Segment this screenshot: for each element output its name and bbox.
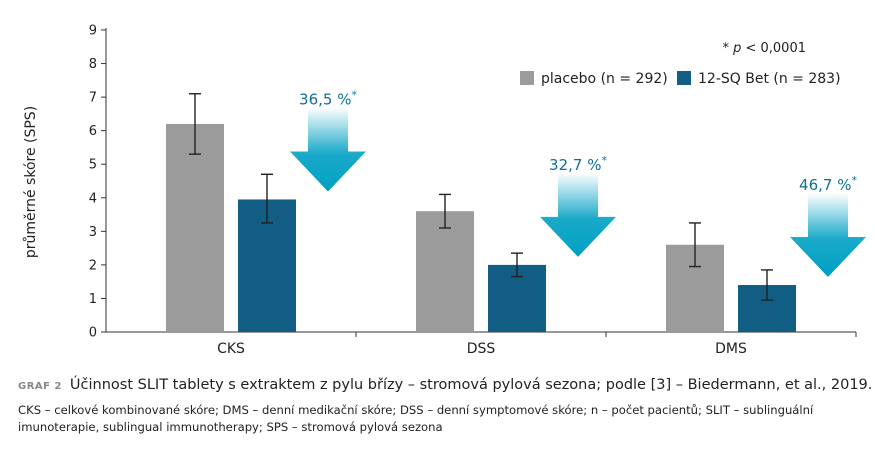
legend-swatch-12-sq-bet xyxy=(677,71,691,85)
y-tick-label: 4 xyxy=(89,191,97,206)
reduction-label: 36,5 %* xyxy=(299,88,357,109)
y-tick-label: 0 xyxy=(89,326,97,341)
caption-abbreviations: CKS – celkové kombinované skóre; DMS – d… xyxy=(18,403,814,434)
y-tick-label: 6 xyxy=(89,124,97,139)
bars-group xyxy=(166,93,796,332)
caption-title-line: GRAF 2 Účinnost SLIT tablety s extraktem … xyxy=(18,376,872,396)
significance-note: * p < 0,0001 xyxy=(722,41,806,56)
reduction-label: 46,7 %* xyxy=(799,174,857,195)
legend: * p < 0,0001 placebo (n = 292) 12-SQ Bet… xyxy=(520,41,841,87)
bar-placebo xyxy=(416,211,474,332)
y-tick-label: 5 xyxy=(89,158,97,173)
y-tick-label: 9 xyxy=(89,24,97,39)
reduction-arrows: 36,5 %* 32,7 %* 46,7 %* xyxy=(290,88,866,278)
x-category-label: DMS xyxy=(715,341,747,357)
y-tick-label: 2 xyxy=(89,258,97,273)
caption-title: Účinnost SLIT tablety s extraktem z pylu… xyxy=(69,377,873,393)
legend-label-placebo: placebo (n = 292) xyxy=(541,71,668,87)
reduction-label: 32,7 %* xyxy=(549,153,607,174)
bar-chart: průměrné skóre (SPS) 0 1 2 3 4 5 6 7 8 9 CKS DSS DMS… xyxy=(23,24,866,357)
y-tick-label: 8 xyxy=(89,57,97,72)
reduction-arrow xyxy=(790,193,866,278)
legend-swatch-placebo xyxy=(520,71,534,85)
y-tick-label: 1 xyxy=(89,292,97,307)
caption-label: GRAF 2 xyxy=(18,381,62,392)
legend-label-12-sq-bet: 12-SQ Bet (n = 283) xyxy=(698,71,841,87)
reduction-arrow xyxy=(540,172,616,257)
x-category-label: DSS xyxy=(467,341,496,357)
bar-placebo xyxy=(166,123,224,332)
reduction-arrow xyxy=(290,107,366,192)
y-tick-label: 7 xyxy=(89,91,97,106)
axes: 0 1 2 3 4 5 6 7 8 9 CKS DSS DMS xyxy=(89,24,857,357)
y-tick-label: 3 xyxy=(89,225,97,240)
figure-caption: GRAF 2 Účinnost SLIT tablety s extraktem … xyxy=(18,376,872,436)
y-axis-label: průměrné skóre (SPS) xyxy=(23,106,39,258)
x-category-label: CKS xyxy=(217,341,245,357)
